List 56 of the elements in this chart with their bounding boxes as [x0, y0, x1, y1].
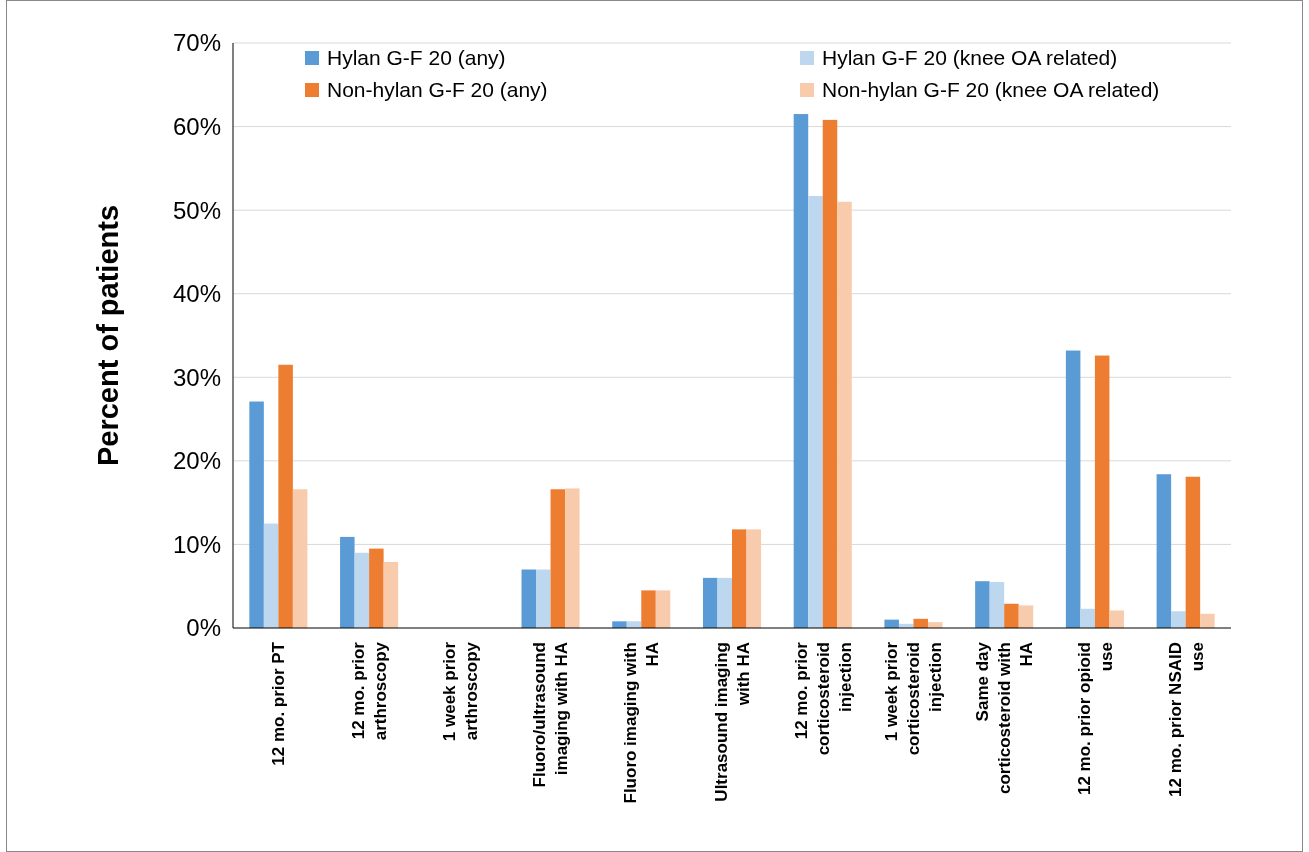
bar — [975, 581, 990, 628]
y-tick-label: 10% — [172, 530, 221, 558]
bar — [793, 114, 809, 628]
bar — [1109, 610, 1124, 628]
legend-label: Hylan G-F 20 (knee OA related) — [822, 46, 1118, 70]
y-tick-label: 30% — [172, 363, 221, 391]
bar — [383, 561, 399, 628]
bar — [1185, 476, 1201, 628]
bar — [655, 590, 671, 628]
x-tick-label: 12 mo. prior opioid use — [1074, 642, 1116, 796]
y-tick-label: 0% — [186, 614, 221, 642]
legend-label: Non-hylan G-F 20 (any) — [327, 78, 548, 102]
bar — [292, 489, 308, 628]
bar — [521, 569, 537, 628]
bar — [1094, 355, 1110, 628]
y-axis-title: Percent of patients — [92, 204, 124, 467]
bar — [263, 523, 279, 628]
bar — [369, 548, 384, 628]
y-tick-label: 20% — [172, 447, 221, 475]
bar — [717, 577, 732, 628]
bar — [550, 489, 566, 628]
y-tick-label: 70% — [172, 29, 221, 57]
bar — [1018, 605, 1034, 628]
bar — [612, 621, 627, 628]
y-tick-label: 50% — [172, 196, 221, 224]
legend-label: Hylan G-F 20 (any) — [327, 46, 506, 70]
bar — [249, 401, 264, 628]
x-tick-label: 12 mo. prior arthroscopy — [349, 641, 391, 741]
bar — [340, 536, 355, 628]
bar — [989, 582, 1005, 628]
bar — [732, 529, 747, 628]
bar — [702, 577, 718, 628]
y-tick-label: 40% — [172, 280, 221, 308]
bar — [641, 590, 656, 628]
x-tick-label: Ultrasound imaging with HA — [711, 642, 753, 802]
legend-label: Non-hylan G-F 20 (knee OA related) — [822, 78, 1160, 102]
bar — [822, 119, 838, 628]
bar — [1171, 611, 1186, 628]
x-tick-label: Fluoro imaging with HA — [621, 642, 663, 804]
bar — [278, 364, 293, 628]
bar — [746, 529, 762, 628]
bar — [1156, 474, 1172, 628]
x-tick-label: 12 mo. prior NSAID use — [1165, 642, 1207, 797]
bar — [1004, 603, 1019, 628]
bar — [354, 552, 370, 628]
bar — [1080, 608, 1095, 628]
bar — [808, 195, 823, 628]
x-tick-label: 12 mo. prior PT — [269, 641, 289, 766]
bar — [536, 569, 551, 628]
bar — [913, 618, 928, 628]
x-tick-label: Same day corticosteroid with HA — [973, 641, 1037, 795]
bar — [837, 201, 852, 628]
bar — [565, 488, 580, 628]
bar — [1065, 350, 1081, 628]
bar — [1200, 613, 1215, 628]
y-tick-label: 60% — [172, 112, 221, 140]
